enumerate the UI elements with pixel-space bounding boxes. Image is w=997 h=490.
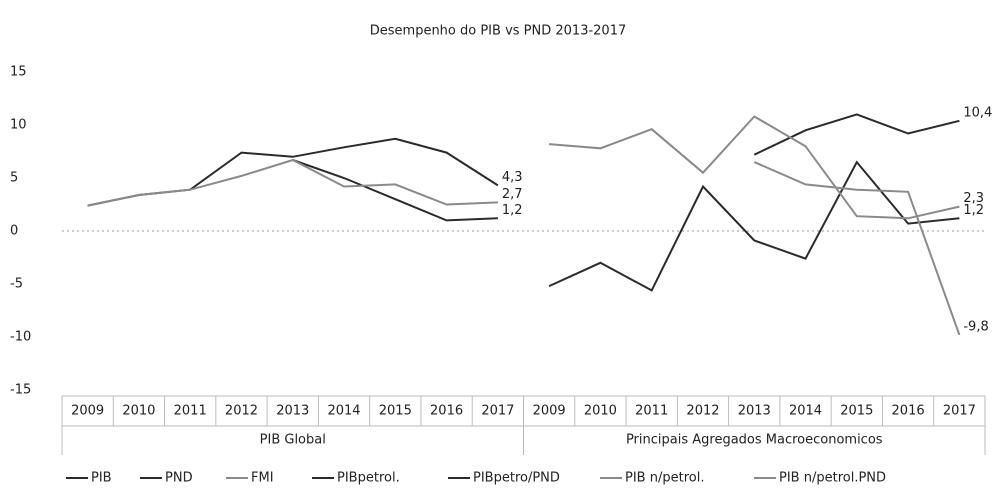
series-line — [87, 158, 498, 207]
x-tick-label: 2017 — [943, 404, 976, 419]
x-tick-label: 2011 — [174, 404, 207, 419]
y-tick-label: 0 — [10, 224, 18, 239]
series-line — [753, 161, 961, 336]
group-label: PIB Global — [260, 433, 326, 448]
legend-label: FMI — [251, 471, 274, 486]
x-tick-label: 2017 — [481, 404, 514, 419]
series-line — [548, 160, 960, 292]
series-line — [549, 115, 960, 220]
x-tick-label: 2015 — [840, 404, 873, 419]
x-tick-label: 2010 — [122, 404, 155, 419]
chart-title: Desempenho do PIB vs PND 2013-2017 — [370, 24, 626, 39]
x-tick-label: 2012 — [686, 404, 719, 419]
data-label: 10,4 — [963, 105, 992, 120]
legend-label: PIB n/petrol. — [625, 471, 704, 486]
x-tick-label: 2011 — [635, 404, 668, 419]
x-tick-label: 2013 — [276, 404, 309, 419]
legend-label: PIBpetrol. — [337, 471, 400, 486]
x-tick-label: 2014 — [327, 404, 360, 419]
data-label: -9,8 — [963, 319, 988, 334]
x-tick-label: 2013 — [738, 404, 771, 419]
legend-label: PIB — [91, 471, 112, 486]
y-tick-label: 10 — [10, 118, 27, 133]
data-label: 1,2 — [963, 203, 984, 218]
data-label: 2,3 — [963, 191, 984, 206]
series-line — [753, 113, 960, 156]
data-label: 2,7 — [502, 187, 523, 202]
x-tick-label: 2014 — [789, 404, 822, 419]
x-tick-label: 2012 — [225, 404, 258, 419]
y-tick-label: -5 — [10, 277, 23, 292]
y-tick-label: 5 — [10, 171, 18, 186]
y-tick-label: 15 — [10, 65, 27, 80]
x-tick-label: 2009 — [533, 404, 566, 419]
legend-label: PIBpetro/PND — [473, 471, 560, 486]
legend-label: PND — [165, 471, 193, 486]
x-tick-label: 2016 — [892, 404, 925, 419]
group-label: Principais Agregados Macroeconomicos — [626, 433, 883, 448]
x-tick-label: 2010 — [584, 404, 617, 419]
series-line — [292, 159, 498, 222]
y-tick-label: -10 — [10, 330, 31, 345]
series-line — [87, 137, 499, 207]
x-tick-label: 2009 — [71, 404, 104, 419]
y-tick-label: -15 — [10, 383, 31, 398]
data-label: 4,3 — [502, 170, 523, 185]
legend-label: PIB n/petrol.PND — [779, 471, 886, 486]
x-tick-label: 2016 — [430, 404, 463, 419]
x-tick-label: 2015 — [379, 404, 412, 419]
data-label: 1,2 — [502, 203, 523, 218]
